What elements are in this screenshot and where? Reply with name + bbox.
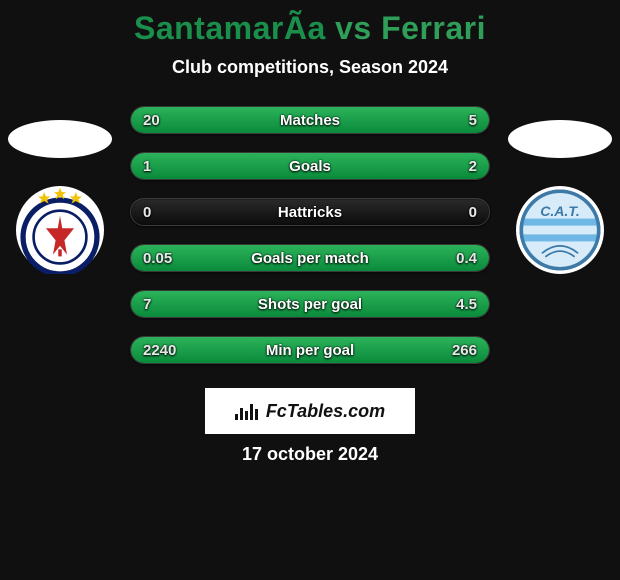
player2-name: Ferrari xyxy=(381,10,486,46)
stat-bar: 2240Min per goal266 xyxy=(130,336,490,364)
stat-value-right: 5 xyxy=(469,107,477,133)
stat-value-right: 266 xyxy=(452,337,477,363)
stat-value-right: 0.4 xyxy=(456,245,477,271)
player1-photo-placeholder xyxy=(8,120,112,158)
player2-photo-placeholder xyxy=(508,120,612,158)
branding-text: FcTables.com xyxy=(266,401,385,422)
stat-label: Matches xyxy=(131,107,489,133)
branding-bars-icon xyxy=(235,402,258,420)
page-title: SantamarÃ­a vs Ferrari xyxy=(0,10,620,47)
stat-value-right: 0 xyxy=(469,199,477,225)
branding-badge: FcTables.com xyxy=(205,388,415,434)
left-player-column xyxy=(0,106,120,274)
argentinos-juniors-crest-icon xyxy=(16,186,104,274)
stat-bar: 20Matches5 xyxy=(130,106,490,134)
stat-label: Shots per goal xyxy=(131,291,489,317)
stat-bar: 7Shots per goal4.5 xyxy=(130,290,490,318)
date-text: 17 october 2024 xyxy=(0,444,620,465)
right-player-column: C.A.T. xyxy=(500,106,620,274)
player1-club-crest xyxy=(16,186,104,274)
stat-bar: 1Goals2 xyxy=(130,152,490,180)
stat-label: Hattricks xyxy=(131,199,489,225)
content-row: C.A.T. 20Matches51Goals20Hattricks00.05G… xyxy=(0,106,620,364)
svg-text:C.A.T.: C.A.T. xyxy=(540,203,580,219)
subtitle: Club competitions, Season 2024 xyxy=(0,57,620,78)
title-vs: vs xyxy=(335,10,372,46)
stat-label: Goals per match xyxy=(131,245,489,271)
stat-bars: 20Matches51Goals20Hattricks00.05Goals pe… xyxy=(130,106,490,364)
player2-club-crest: C.A.T. xyxy=(516,186,604,274)
stat-label: Min per goal xyxy=(131,337,489,363)
stat-bar: 0Hattricks0 xyxy=(130,198,490,226)
player1-name: SantamarÃ­a xyxy=(134,10,326,46)
stat-label: Goals xyxy=(131,153,489,179)
stat-value-right: 2 xyxy=(469,153,477,179)
stat-bar: 0.05Goals per match0.4 xyxy=(130,244,490,272)
comparison-card: SantamarÃ­a vs Ferrari Club competitions… xyxy=(0,0,620,580)
stat-value-right: 4.5 xyxy=(456,291,477,317)
atletico-tucuman-crest-icon: C.A.T. xyxy=(516,186,604,274)
